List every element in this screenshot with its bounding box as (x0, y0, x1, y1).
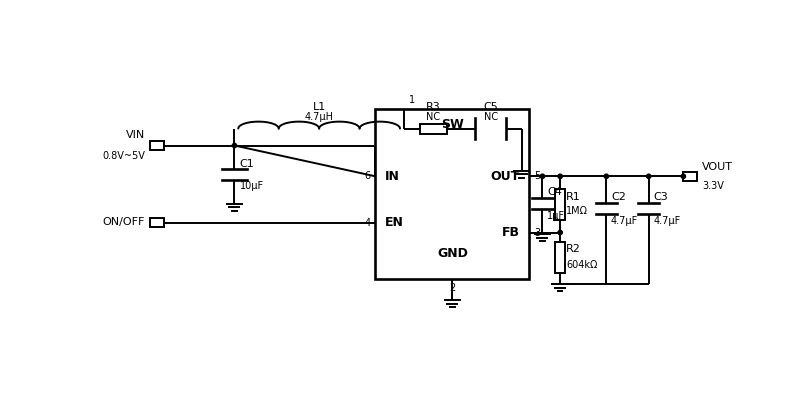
Circle shape (558, 230, 562, 235)
Text: NC: NC (426, 112, 440, 122)
Text: NC: NC (484, 112, 498, 122)
Text: C1: C1 (240, 159, 254, 168)
Text: 3: 3 (534, 227, 540, 238)
Text: 1MΩ: 1MΩ (566, 206, 588, 216)
Text: C2: C2 (611, 192, 626, 202)
Text: 5: 5 (534, 171, 540, 181)
Text: R1: R1 (566, 192, 581, 202)
Text: 1μF: 1μF (547, 211, 565, 221)
Circle shape (232, 143, 237, 147)
Text: 0.8V~5V: 0.8V~5V (102, 151, 145, 161)
Text: C5: C5 (483, 102, 498, 112)
Text: 10μF: 10μF (240, 181, 264, 191)
Text: 6: 6 (365, 171, 370, 181)
Text: 2: 2 (450, 283, 455, 293)
Text: ON/OFF: ON/OFF (102, 217, 145, 227)
Bar (375, 109, 530, 279)
Text: GND: GND (437, 247, 468, 260)
FancyBboxPatch shape (150, 141, 163, 150)
Bar (420, 124, 446, 134)
Text: 604kΩ: 604kΩ (566, 260, 598, 270)
Text: 4.7μF: 4.7μF (611, 216, 638, 226)
Circle shape (540, 174, 545, 179)
Text: C3: C3 (654, 192, 668, 202)
Text: R2: R2 (566, 244, 581, 255)
Text: 1: 1 (409, 95, 414, 105)
Text: R3: R3 (426, 102, 441, 112)
Circle shape (646, 174, 651, 179)
Bar (555, 242, 565, 273)
Text: OUT: OUT (491, 170, 520, 183)
Text: IN: IN (385, 170, 399, 183)
Text: 4.7μF: 4.7μF (654, 216, 681, 226)
Text: L1: L1 (313, 102, 326, 112)
FancyBboxPatch shape (150, 218, 163, 227)
Circle shape (681, 174, 686, 179)
Text: 4: 4 (365, 217, 370, 227)
Text: EN: EN (385, 216, 403, 229)
Text: VOUT: VOUT (702, 162, 733, 172)
Text: VIN: VIN (126, 130, 145, 140)
Circle shape (558, 174, 562, 179)
Text: C4: C4 (547, 187, 562, 197)
Bar (555, 189, 565, 220)
Circle shape (604, 174, 609, 179)
FancyBboxPatch shape (683, 172, 698, 181)
Text: 4.7μH: 4.7μH (305, 112, 334, 122)
Text: SW: SW (441, 118, 464, 131)
Text: 3.3V: 3.3V (702, 181, 724, 191)
Text: FB: FB (502, 226, 520, 239)
